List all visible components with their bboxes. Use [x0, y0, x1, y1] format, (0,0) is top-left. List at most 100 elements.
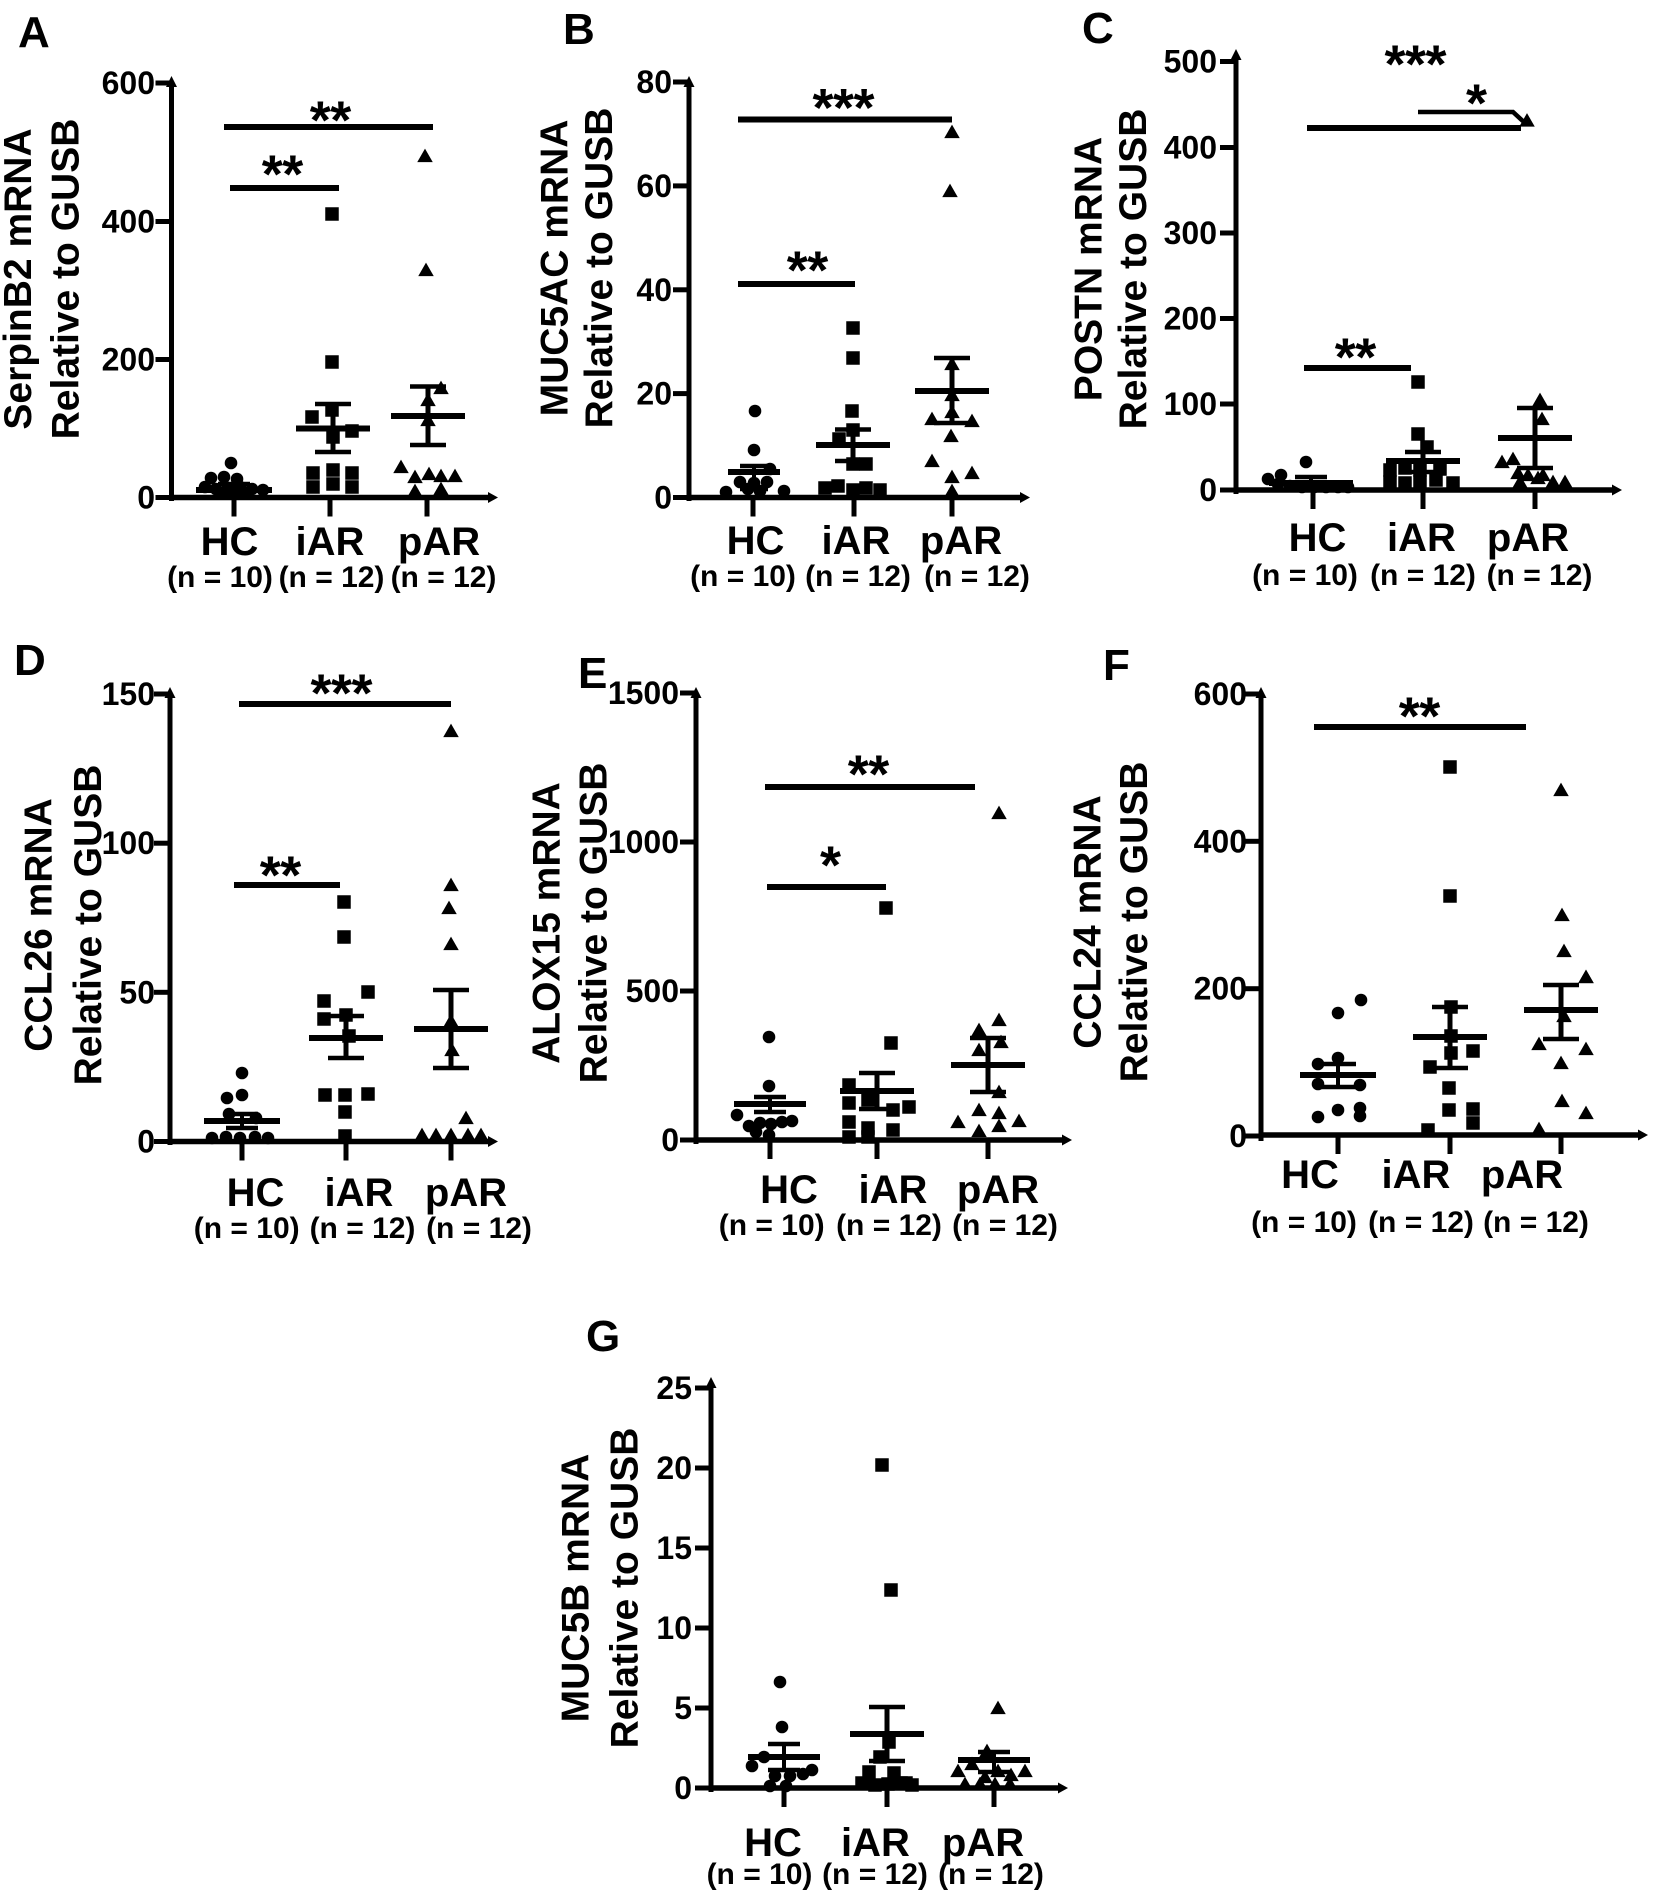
svg-text:*: *	[1466, 74, 1487, 134]
svg-text:iAR: iAR	[841, 1821, 910, 1865]
svg-text:1500: 1500	[608, 675, 679, 711]
svg-text:***: ***	[311, 664, 373, 724]
svg-text:POSTN mRNA: POSTN mRNA	[1068, 137, 1111, 401]
svg-text:HC: HC	[1289, 516, 1347, 560]
svg-text:(n = 12): (n = 12)	[1368, 1206, 1474, 1239]
svg-text:400: 400	[102, 204, 155, 240]
svg-text:(n = 10): (n = 10)	[1251, 1206, 1357, 1239]
svg-text:50: 50	[119, 974, 155, 1010]
svg-text:(n = 12): (n = 12)	[391, 561, 497, 594]
svg-text:200: 200	[1164, 301, 1217, 337]
svg-text:400: 400	[1194, 823, 1247, 859]
svg-text:300: 300	[1164, 215, 1217, 251]
svg-text:HC: HC	[201, 520, 259, 564]
svg-text:(n = 10): (n = 10)	[719, 1209, 825, 1242]
svg-text:10: 10	[656, 1610, 692, 1646]
svg-text:200: 200	[1194, 971, 1247, 1007]
svg-text:pAR: pAR	[1481, 1153, 1563, 1197]
svg-text:A: A	[18, 8, 50, 57]
svg-text:0: 0	[1199, 472, 1217, 508]
svg-text:(n = 12): (n = 12)	[924, 560, 1030, 593]
svg-text:100: 100	[1164, 386, 1217, 422]
svg-text:***: ***	[1385, 35, 1447, 95]
svg-text:*: *	[820, 836, 841, 896]
svg-text:25: 25	[656, 1370, 692, 1406]
svg-text:(n = 12): (n = 12)	[279, 561, 385, 594]
svg-text:iAR: iAR	[325, 1171, 394, 1215]
svg-text:D: D	[14, 636, 46, 685]
svg-text:Relative to GUSB: Relative to GUSB	[578, 108, 621, 429]
svg-text:(n = 12): (n = 12)	[805, 560, 911, 593]
svg-text:**: **	[310, 91, 352, 151]
svg-text:iAR: iAR	[1382, 1153, 1451, 1197]
svg-text:(n = 12): (n = 12)	[822, 1858, 928, 1891]
svg-text:iAR: iAR	[1387, 516, 1456, 560]
svg-text:(n = 12): (n = 12)	[1483, 1206, 1589, 1239]
svg-text:400: 400	[1164, 130, 1217, 166]
svg-text:500: 500	[1164, 44, 1217, 80]
svg-text:60: 60	[636, 168, 672, 204]
svg-text:(n = 10): (n = 10)	[690, 560, 796, 593]
svg-text:Relative to GUSB: Relative to GUSB	[1113, 762, 1156, 1083]
svg-text:(n = 10): (n = 10)	[167, 561, 273, 594]
svg-text:0: 0	[137, 1124, 155, 1160]
svg-text:5: 5	[674, 1690, 692, 1726]
svg-text:pAR: pAR	[957, 1168, 1039, 1212]
svg-text:pAR: pAR	[942, 1821, 1024, 1865]
svg-text:***: ***	[813, 78, 875, 138]
svg-text:C: C	[1082, 4, 1114, 53]
svg-text:pAR: pAR	[425, 1171, 507, 1215]
svg-text:150: 150	[102, 676, 155, 712]
svg-text:ALOX15 mRNA: ALOX15 mRNA	[526, 782, 569, 1064]
svg-text:(n = 10): (n = 10)	[707, 1858, 813, 1891]
svg-text:F: F	[1103, 641, 1130, 690]
svg-text:0: 0	[674, 1770, 692, 1806]
svg-text:**: **	[260, 846, 302, 906]
svg-text:**: **	[848, 745, 890, 805]
svg-text:(n = 12): (n = 12)	[952, 1209, 1058, 1242]
svg-text:80: 80	[636, 64, 672, 100]
svg-text:15: 15	[656, 1530, 692, 1566]
svg-text:MUC5AC mRNA: MUC5AC mRNA	[534, 120, 577, 417]
svg-text:100: 100	[102, 825, 155, 861]
svg-text:HC: HC	[1281, 1153, 1339, 1197]
svg-text:600: 600	[102, 65, 155, 101]
svg-text:(n = 12): (n = 12)	[836, 1209, 942, 1242]
svg-text:200: 200	[102, 342, 155, 378]
svg-text:HC: HC	[760, 1168, 818, 1212]
svg-text:**: **	[262, 145, 304, 205]
svg-text:**: **	[1399, 687, 1441, 747]
svg-text:600: 600	[1194, 676, 1247, 712]
svg-text:MUC5B mRNA: MUC5B mRNA	[555, 1454, 598, 1723]
svg-text:CCL26 mRNA: CCL26 mRNA	[18, 798, 61, 1052]
svg-text:(n = 12): (n = 12)	[1370, 559, 1476, 592]
svg-text:pAR: pAR	[398, 520, 480, 564]
svg-text:(n = 10): (n = 10)	[194, 1212, 300, 1245]
svg-text:(n = 12): (n = 12)	[1487, 559, 1593, 592]
svg-text:E: E	[578, 649, 607, 698]
svg-text:iAR: iAR	[296, 520, 365, 564]
svg-text:iAR: iAR	[859, 1168, 928, 1212]
svg-text:Relative to GUSB: Relative to GUSB	[604, 1428, 647, 1749]
svg-text:0: 0	[137, 480, 155, 516]
svg-text:SerpinB2 mRNA: SerpinB2 mRNA	[0, 128, 40, 429]
svg-text:(n = 12): (n = 12)	[426, 1212, 532, 1245]
svg-text:HC: HC	[744, 1821, 802, 1865]
svg-text:pAR: pAR	[1487, 516, 1569, 560]
svg-text:20: 20	[656, 1450, 692, 1486]
svg-text:**: **	[787, 241, 829, 301]
svg-text:0: 0	[661, 1122, 679, 1158]
svg-text:(n = 12): (n = 12)	[310, 1212, 416, 1245]
svg-text:500: 500	[626, 973, 679, 1009]
svg-text:0: 0	[1229, 1118, 1247, 1154]
svg-text:Relative to GUSB: Relative to GUSB	[573, 763, 616, 1084]
svg-text:HC: HC	[227, 1171, 285, 1215]
svg-text:Relative to GUSB: Relative to GUSB	[45, 119, 88, 440]
svg-text:1000: 1000	[608, 824, 679, 860]
svg-text:iAR: iAR	[822, 519, 891, 563]
svg-text:HC: HC	[727, 519, 785, 563]
svg-text:40: 40	[636, 272, 672, 308]
svg-text:CCL24 mRNA: CCL24 mRNA	[1067, 795, 1110, 1049]
svg-text:B: B	[563, 5, 595, 54]
svg-text:pAR: pAR	[920, 519, 1002, 563]
